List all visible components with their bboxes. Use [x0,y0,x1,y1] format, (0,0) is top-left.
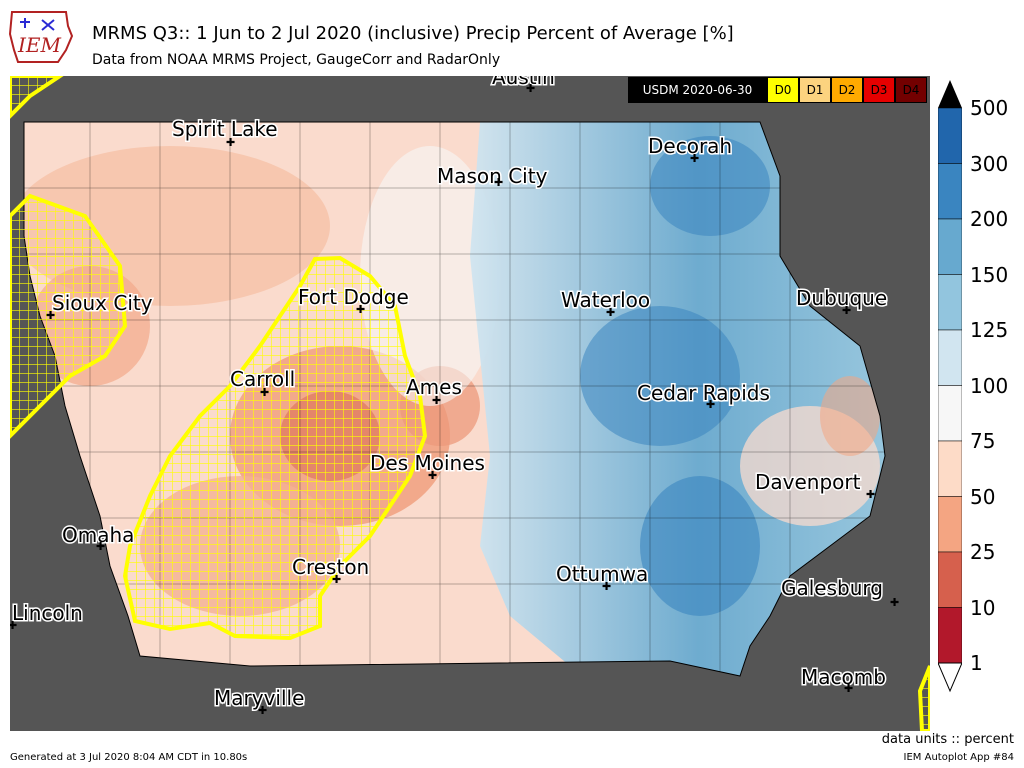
svg-text:✚: ✚ [10,619,17,632]
city-mason-city: Mason City [437,164,548,188]
city-maryville: Maryville [214,686,304,710]
svg-text:✚: ✚ [226,136,235,149]
svg-text:✚: ✚ [432,394,441,407]
usdm-d3: D3 [863,77,895,103]
svg-text:✚: ✚ [844,682,853,695]
colorbar-swatch [938,218,962,275]
svg-text:✚: ✚ [428,469,437,482]
city-sioux-city: Sioux City [52,291,153,315]
colorbar-swatch [938,329,962,386]
svg-text:✚: ✚ [96,540,105,553]
city-spirit-lake: Spirit Lake [172,117,278,141]
colorbar-swatch [938,607,962,664]
usdm-d2: D2 [831,77,863,103]
city-cedar-rapids: Cedar Rapids [637,381,770,405]
svg-text:✚: ✚ [332,573,341,586]
colorbar-tick-label: 75 [970,429,996,453]
city-des-moines: Des Moines [370,451,485,475]
svg-text:✚: ✚ [690,152,699,165]
city-ottumwa: Ottumwa [556,562,648,586]
iem-logo: IEM [8,6,74,66]
drought-area-southeast-edge [917,665,930,731]
city-austin: Austin [492,76,555,89]
colorbar-tick-label: 150 [970,262,1009,287]
city-ames: Ames [406,375,462,399]
city-waterloo: Waterloo [561,288,650,312]
city-markers: ✚ ✚ ✚ ✚ ✚ ✚ ✚ ✚ ✚ ✚ ✚ ✚ ✚ ✚ ✚ ✚ ✚ ✚ ✚ ✚ [10,82,899,717]
svg-text:✚: ✚ [46,309,55,322]
svg-text:✚: ✚ [602,580,611,593]
colorbar-tick-label: 1 [970,651,983,675]
svg-text:✚: ✚ [494,176,503,189]
city-macomb: Macomb [801,665,886,689]
colorbar-tick-label: 10 [970,595,996,620]
colorbar-tick-label: 100 [970,373,1009,398]
app-id: IEM Autoplot App #84 [903,752,1014,763]
svg-text:✚: ✚ [842,304,851,317]
city-carroll: Carroll [230,367,295,391]
svg-text:✚: ✚ [260,386,269,399]
precip-map: Austin Spirit Lake Decorah Mason City Si… [10,76,930,731]
svg-text:✚: ✚ [866,488,875,501]
map-title: MRMS Q3:: 1 Jun to 2 Jul 2020 (inclusive… [92,23,734,44]
svg-text:✚: ✚ [706,398,715,411]
svg-text:✚: ✚ [258,704,267,717]
svg-text:✚: ✚ [890,596,899,609]
city-decorah: Decorah [648,134,732,158]
usdm-label: USDM 2020-06-30 [628,77,767,103]
colorbar-swatch [938,385,962,442]
colorbar-min-arrow [938,662,962,693]
colorbar-tick-label: 300 [970,151,1009,176]
colorbar-swatch [938,496,962,553]
colorbar-tick-label: 125 [970,318,1009,342]
svg-text:✚: ✚ [606,306,615,319]
city-galesburg: Galesburg [781,576,883,600]
city-fort-dodge: Fort Dodge [298,285,409,309]
colorbar-max-arrow [938,80,962,108]
colorbar-tick-label: 25 [970,540,996,564]
colorbar [938,80,962,693]
colorbar-swatch [938,551,962,608]
city-omaha: Omaha [62,523,134,547]
colorbar-swatch [938,274,962,331]
colorbar-tick-label: 500 [970,96,1009,120]
usdm-d1: D1 [799,77,831,103]
city-creston: Creston [292,555,369,579]
colorbar-swatch [938,440,962,497]
colorbar-swatch [938,107,962,164]
city-labels: Austin Spirit Lake Decorah Mason City Si… [11,76,889,712]
city-dubuque: Dubuque [796,286,887,310]
logo-text: IEM [17,33,62,57]
usdm-d0: D0 [767,77,799,103]
city-davenport: Davenport [755,470,861,494]
drought-area-north-edge [10,76,64,119]
colorbar-tick-label: 200 [970,207,1009,231]
colorbar-swatch [938,163,962,220]
map-subtitle: Data from NOAA MRMS Project, GaugeCorr a… [92,52,501,68]
svg-text:✚: ✚ [526,82,535,95]
colorbar-tick-label: 50 [970,484,996,509]
city-lincoln: Lincoln [12,601,83,625]
usdm-legend: USDM 2020-06-30 D0 D1 D2 D3 D4 [628,77,927,103]
generated-timestamp: Generated at 3 Jul 2020 8:04 AM CDT in 1… [10,752,248,763]
usdm-d4: D4 [895,77,927,103]
drought-area-northwest [10,193,128,439]
svg-text:✚: ✚ [356,303,365,316]
units-label: data units :: percent [881,732,1014,747]
drought-area-central [122,255,428,641]
